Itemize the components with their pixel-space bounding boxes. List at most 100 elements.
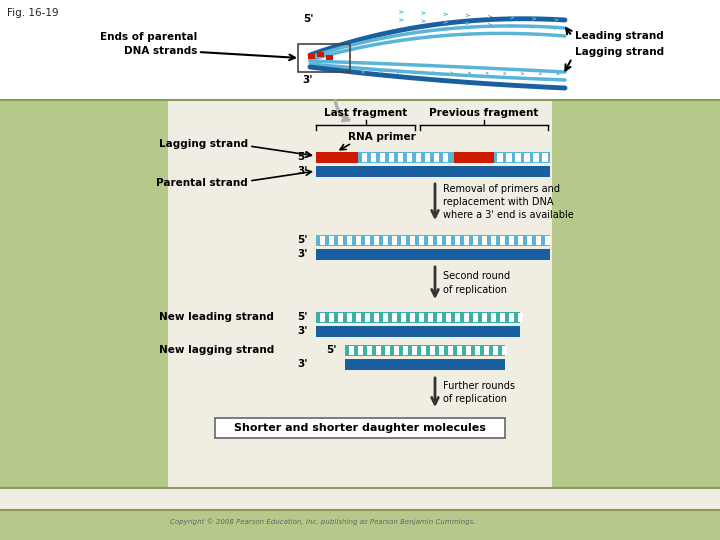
Text: Fig. 16-19: Fig. 16-19 xyxy=(7,8,58,18)
Bar xyxy=(437,313,442,322)
Bar xyxy=(403,346,408,355)
Bar xyxy=(507,153,512,162)
Bar xyxy=(349,346,354,355)
Text: Parental strand: Parental strand xyxy=(156,178,248,188)
Bar xyxy=(524,153,529,162)
Bar xyxy=(466,346,471,355)
Bar xyxy=(316,152,358,163)
Bar xyxy=(534,153,539,162)
Bar xyxy=(542,153,547,162)
Text: 5': 5' xyxy=(326,345,337,355)
Bar xyxy=(356,236,361,245)
Bar xyxy=(536,236,541,245)
Bar xyxy=(455,236,460,245)
Bar xyxy=(338,313,343,322)
Bar xyxy=(500,313,505,322)
Bar xyxy=(316,235,550,246)
Bar xyxy=(376,346,381,355)
Bar xyxy=(329,313,334,322)
Text: 5': 5' xyxy=(302,14,313,24)
Text: Removal of primers and
replacement with DNA
where a 3' end is available: Removal of primers and replacement with … xyxy=(443,184,574,220)
Bar xyxy=(412,346,417,355)
Bar xyxy=(443,153,448,162)
Bar xyxy=(446,313,451,322)
Text: Leading strand: Leading strand xyxy=(575,31,664,41)
Bar xyxy=(407,153,412,162)
Bar xyxy=(493,346,498,355)
Bar xyxy=(316,312,520,323)
Bar xyxy=(401,236,406,245)
Bar xyxy=(326,55,333,60)
Bar xyxy=(437,236,442,245)
Text: Shorter and shorter daughter molecules: Shorter and shorter daughter molecules xyxy=(234,423,486,433)
Bar xyxy=(473,236,478,245)
Bar xyxy=(419,236,424,245)
Bar xyxy=(457,346,462,355)
Bar xyxy=(525,153,530,162)
Text: 3': 3' xyxy=(297,249,308,259)
Bar xyxy=(316,249,550,260)
Text: 5': 5' xyxy=(297,312,308,322)
Text: New leading strand: New leading strand xyxy=(159,312,274,322)
Bar xyxy=(428,236,433,245)
Bar xyxy=(371,153,376,162)
Bar xyxy=(545,236,550,245)
Bar xyxy=(398,153,403,162)
Bar xyxy=(385,346,390,355)
Bar xyxy=(421,346,426,355)
Bar xyxy=(506,153,511,162)
Bar xyxy=(0,100,720,540)
Bar xyxy=(416,153,421,162)
Text: 3': 3' xyxy=(302,75,313,85)
Bar xyxy=(389,153,394,162)
Bar xyxy=(419,313,424,322)
Bar xyxy=(425,153,430,162)
Text: 5': 5' xyxy=(297,235,308,245)
Bar xyxy=(543,153,548,162)
Bar xyxy=(347,236,352,245)
Bar xyxy=(491,313,496,322)
Bar xyxy=(401,313,406,322)
Bar xyxy=(215,418,505,438)
Text: Last fragment: Last fragment xyxy=(324,108,407,118)
Bar xyxy=(298,44,350,72)
Bar xyxy=(464,236,469,245)
Bar xyxy=(358,346,363,355)
Bar xyxy=(455,313,460,322)
Bar xyxy=(316,166,550,177)
Text: 3': 3' xyxy=(297,166,308,176)
Text: Second round
of replication: Second round of replication xyxy=(443,272,510,295)
Bar xyxy=(367,346,372,355)
Bar xyxy=(475,346,480,355)
Bar xyxy=(430,346,435,355)
Bar xyxy=(345,345,505,356)
Bar xyxy=(365,236,370,245)
Bar xyxy=(482,313,487,322)
Bar xyxy=(410,313,415,322)
Bar xyxy=(491,236,496,245)
Bar xyxy=(365,313,370,322)
Bar xyxy=(552,100,720,488)
Text: Copyright © 2008 Pearson Education, Inc. publishing as Pearson Benjamin Cummings: Copyright © 2008 Pearson Education, Inc.… xyxy=(170,518,475,525)
Bar xyxy=(380,153,385,162)
Bar xyxy=(362,153,367,162)
Text: Further rounds
of replication: Further rounds of replication xyxy=(443,381,515,404)
Bar xyxy=(374,313,379,322)
Text: 3': 3' xyxy=(297,326,308,336)
Bar xyxy=(498,153,503,162)
Bar xyxy=(410,236,415,245)
Text: Ends of parental
DNA strands: Ends of parental DNA strands xyxy=(100,32,197,56)
Bar xyxy=(448,346,453,355)
Bar xyxy=(502,346,507,355)
Bar xyxy=(394,346,399,355)
Text: Previous fragment: Previous fragment xyxy=(429,108,539,118)
Bar xyxy=(446,236,451,245)
Text: 5': 5' xyxy=(297,152,308,162)
Bar xyxy=(484,346,489,355)
Bar xyxy=(0,100,168,488)
Bar xyxy=(518,236,523,245)
Bar xyxy=(434,153,439,162)
Bar xyxy=(383,236,388,245)
Text: Lagging strand: Lagging strand xyxy=(575,47,664,57)
Bar xyxy=(317,52,324,57)
